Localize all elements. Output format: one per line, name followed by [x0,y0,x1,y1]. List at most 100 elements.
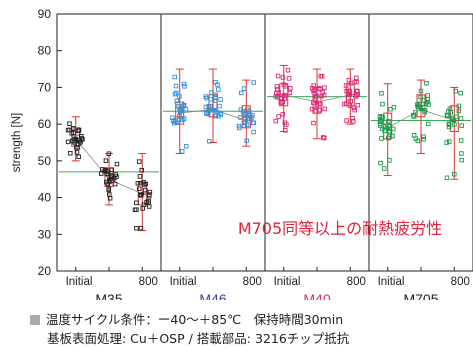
data-point [342,101,347,107]
data-point [344,118,349,123]
data-point [350,115,355,121]
x-tick-label: Initial [170,276,197,288]
data-point [456,103,462,109]
legend-square-icon [30,315,40,325]
data-point [424,80,429,86]
data-point [348,98,354,104]
data-point [390,133,395,139]
mean-point [177,111,182,116]
data-point [280,112,286,117]
data-point [351,118,356,124]
data-point [447,106,453,112]
data-point [421,134,426,139]
data-point [425,93,430,98]
data-point [322,92,327,98]
y-tick-label: 30 [38,227,52,241]
data-point [283,128,288,133]
data-point [135,181,141,186]
data-point [318,73,324,79]
data-point [104,171,109,177]
data-point [206,103,211,109]
data-point [172,120,177,126]
data-point [386,135,391,141]
data-point [446,122,452,128]
data-point [382,128,388,134]
data-point [213,80,218,85]
data-point [76,127,82,133]
data-point [177,116,182,122]
data-point [274,84,280,89]
data-point [216,87,221,92]
data-point [310,86,315,91]
mean-point [348,92,353,97]
mean-point [385,125,390,130]
data-point [313,109,319,114]
data-point [181,81,187,87]
data-point [251,129,256,135]
data-point [282,120,288,125]
data-point [445,113,450,119]
data-point [287,90,293,96]
data-point [203,94,209,99]
data-point [459,123,464,128]
data-point [377,118,383,123]
data-point [241,123,247,129]
data-point [458,138,464,143]
data-point [184,144,189,149]
y-tick-label: 90 [38,7,52,21]
data-point [134,200,139,206]
x-tick-label: Initial [274,276,301,288]
data-point [311,120,316,126]
data-point [146,204,152,209]
data-point [452,122,457,127]
data-point [422,108,428,113]
data-point [176,104,181,109]
data-point [309,106,315,112]
data-point [106,151,112,157]
data-point [174,120,180,126]
data-point [381,166,387,171]
x-tick-label: 800 [451,276,470,288]
data-point [415,104,421,109]
data-point [322,85,327,90]
data-point [181,102,187,108]
data-point [425,121,431,127]
y-tick-label: 20 [38,264,52,278]
data-point [79,134,84,139]
data-point [213,98,218,104]
data-point [346,95,351,101]
y-axis-label: strength [N] [11,113,23,172]
data-point [280,75,286,80]
data-point [416,101,422,107]
data-point [275,73,281,79]
data-point [346,78,352,83]
data-point [418,88,424,94]
mean-point [107,177,111,182]
data-point [413,136,419,141]
data-point [217,103,222,109]
data-point [447,139,452,144]
panel-label: M705 [403,291,438,300]
data-point [174,98,180,104]
data-point [237,125,242,131]
data-point [276,114,281,119]
data-point [278,96,283,101]
caption-text-1: 温度サイクル条件：ー40〜＋85℃ 保持時間30min [46,312,344,327]
data-point [286,76,292,81]
panel-label: M46 [199,291,226,300]
data-point [203,104,209,110]
data-point [444,112,450,118]
data-point [177,106,183,112]
data-point [426,102,431,107]
data-point [458,90,463,96]
y-tick-label: 40 [38,191,52,205]
data-point [379,136,384,141]
mean-point [73,136,78,141]
data-point [136,186,142,192]
mean-point [211,107,215,112]
data-point [114,161,120,167]
data-point [386,128,392,134]
data-point [380,114,385,120]
data-point [138,225,144,231]
box [383,112,393,140]
